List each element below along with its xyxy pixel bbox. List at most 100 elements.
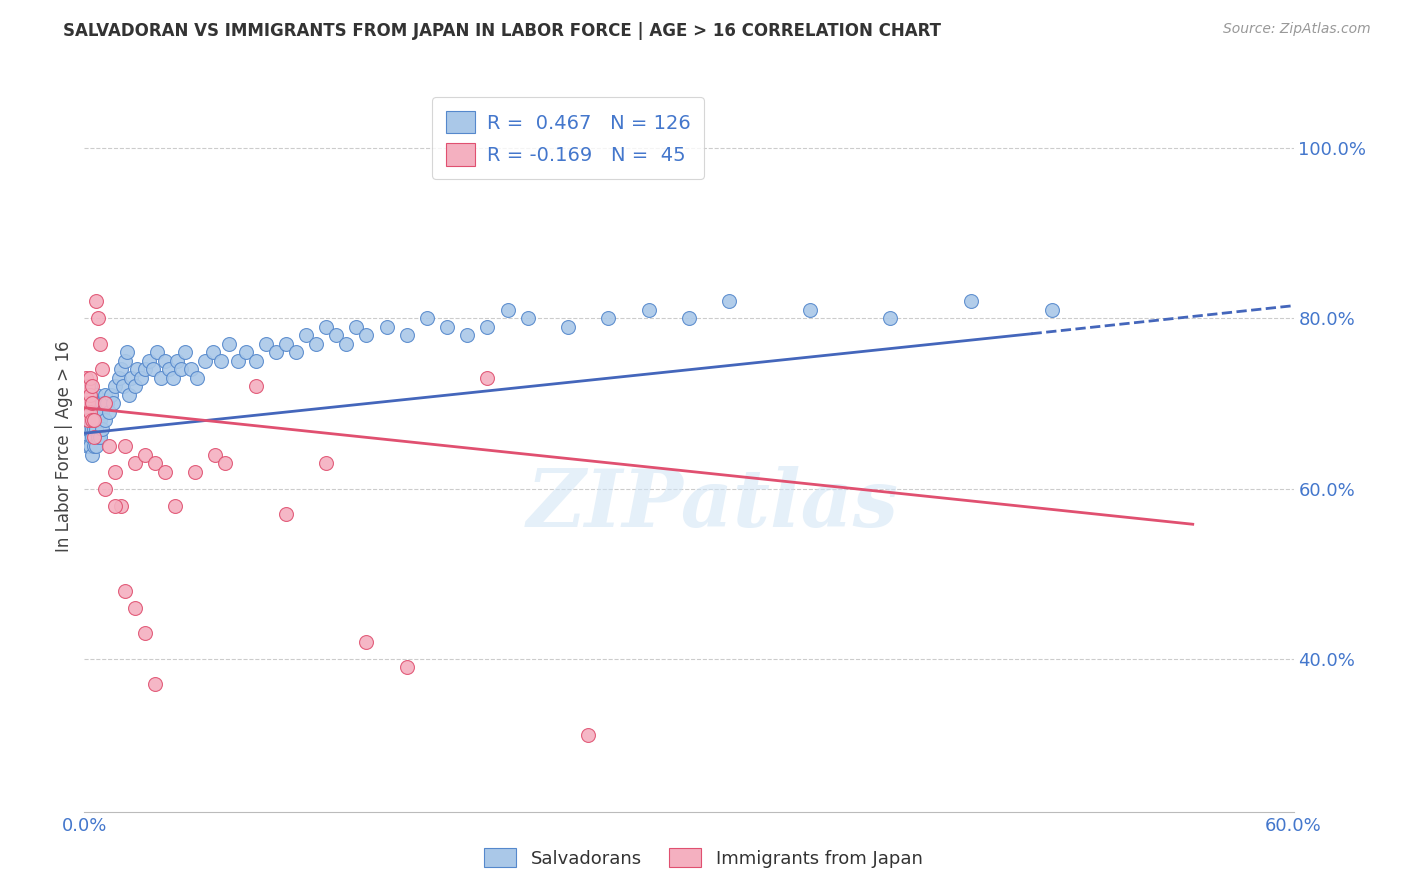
Point: [274, 507, 297, 521]
Point: [285, 345, 308, 359]
Point: [395, 328, 418, 343]
Point: [87, 430, 110, 444]
Point: [138, 354, 160, 368]
Point: [115, 345, 138, 359]
Point: [110, 362, 132, 376]
Point: [82, 448, 104, 462]
Point: [79, 379, 101, 393]
Point: [125, 362, 148, 376]
Point: [110, 499, 132, 513]
Point: [356, 328, 378, 343]
Point: [77, 396, 100, 410]
Point: [79, 422, 101, 436]
Point: [104, 379, 127, 393]
Point: [87, 413, 110, 427]
Point: [295, 328, 318, 343]
Point: [104, 465, 127, 479]
Point: [111, 379, 134, 393]
Point: [83, 422, 105, 436]
Point: [245, 379, 267, 393]
Point: [254, 337, 277, 351]
Point: [86, 294, 108, 309]
Point: [184, 465, 207, 479]
Text: ZIPatlas: ZIPatlas: [527, 466, 900, 543]
Point: [879, 311, 901, 326]
Point: [83, 405, 105, 419]
Point: [134, 448, 156, 462]
Point: [153, 465, 176, 479]
Point: [315, 456, 337, 470]
Point: [86, 439, 108, 453]
Point: [165, 499, 187, 513]
Point: [104, 499, 127, 513]
Point: [91, 362, 114, 376]
Point: [91, 405, 114, 419]
Point: [82, 413, 104, 427]
Point: [100, 388, 122, 402]
Point: [101, 396, 124, 410]
Point: [83, 439, 105, 453]
Point: [436, 320, 458, 334]
Point: [315, 320, 337, 334]
Point: [325, 328, 347, 343]
Y-axis label: In Labor Force | Age > 16: In Labor Force | Age > 16: [55, 340, 73, 552]
Point: [77, 379, 100, 393]
Point: [77, 405, 100, 419]
Point: [77, 413, 100, 427]
Point: [305, 337, 328, 351]
Point: [83, 430, 105, 444]
Point: [86, 405, 108, 419]
Point: [149, 371, 172, 385]
Point: [204, 448, 226, 462]
Point: [77, 396, 100, 410]
Point: [245, 354, 267, 368]
Point: [557, 320, 579, 334]
Point: [97, 405, 120, 419]
Point: [114, 583, 136, 598]
Point: [86, 422, 108, 436]
Point: [96, 396, 118, 410]
Point: [120, 371, 142, 385]
Point: [356, 634, 378, 648]
Point: [416, 311, 439, 326]
Point: [93, 413, 115, 427]
Point: [799, 302, 821, 317]
Point: [79, 405, 101, 419]
Point: [146, 345, 169, 359]
Legend: R =  0.467   N = 126, R = -0.169   N =  45: R = 0.467 N = 126, R = -0.169 N = 45: [432, 97, 704, 179]
Point: [456, 328, 478, 343]
Point: [124, 379, 146, 393]
Point: [335, 337, 357, 351]
Text: SALVADORAN VS IMMIGRANTS FROM JAPAN IN LABOR FORCE | AGE > 16 CORRELATION CHART: SALVADORAN VS IMMIGRANTS FROM JAPAN IN L…: [63, 22, 941, 40]
Point: [79, 413, 101, 427]
Point: [202, 345, 225, 359]
Point: [75, 371, 97, 385]
Point: [124, 600, 146, 615]
Point: [93, 396, 115, 410]
Point: [89, 405, 111, 419]
Point: [89, 396, 111, 410]
Point: [86, 388, 108, 402]
Point: [87, 396, 110, 410]
Point: [77, 413, 100, 427]
Point: [82, 422, 104, 436]
Point: [477, 371, 499, 385]
Point: [77, 439, 100, 453]
Point: [77, 422, 100, 436]
Point: [960, 294, 983, 309]
Point: [87, 405, 110, 419]
Point: [166, 354, 188, 368]
Point: [75, 422, 97, 436]
Point: [143, 456, 166, 470]
Point: [79, 371, 101, 385]
Point: [637, 302, 659, 317]
Point: [75, 430, 97, 444]
Point: [83, 413, 105, 427]
Point: [75, 413, 97, 427]
Point: [89, 337, 111, 351]
Point: [170, 362, 193, 376]
Point: [129, 371, 152, 385]
Point: [89, 430, 111, 444]
Point: [375, 320, 398, 334]
Point: [79, 388, 101, 402]
